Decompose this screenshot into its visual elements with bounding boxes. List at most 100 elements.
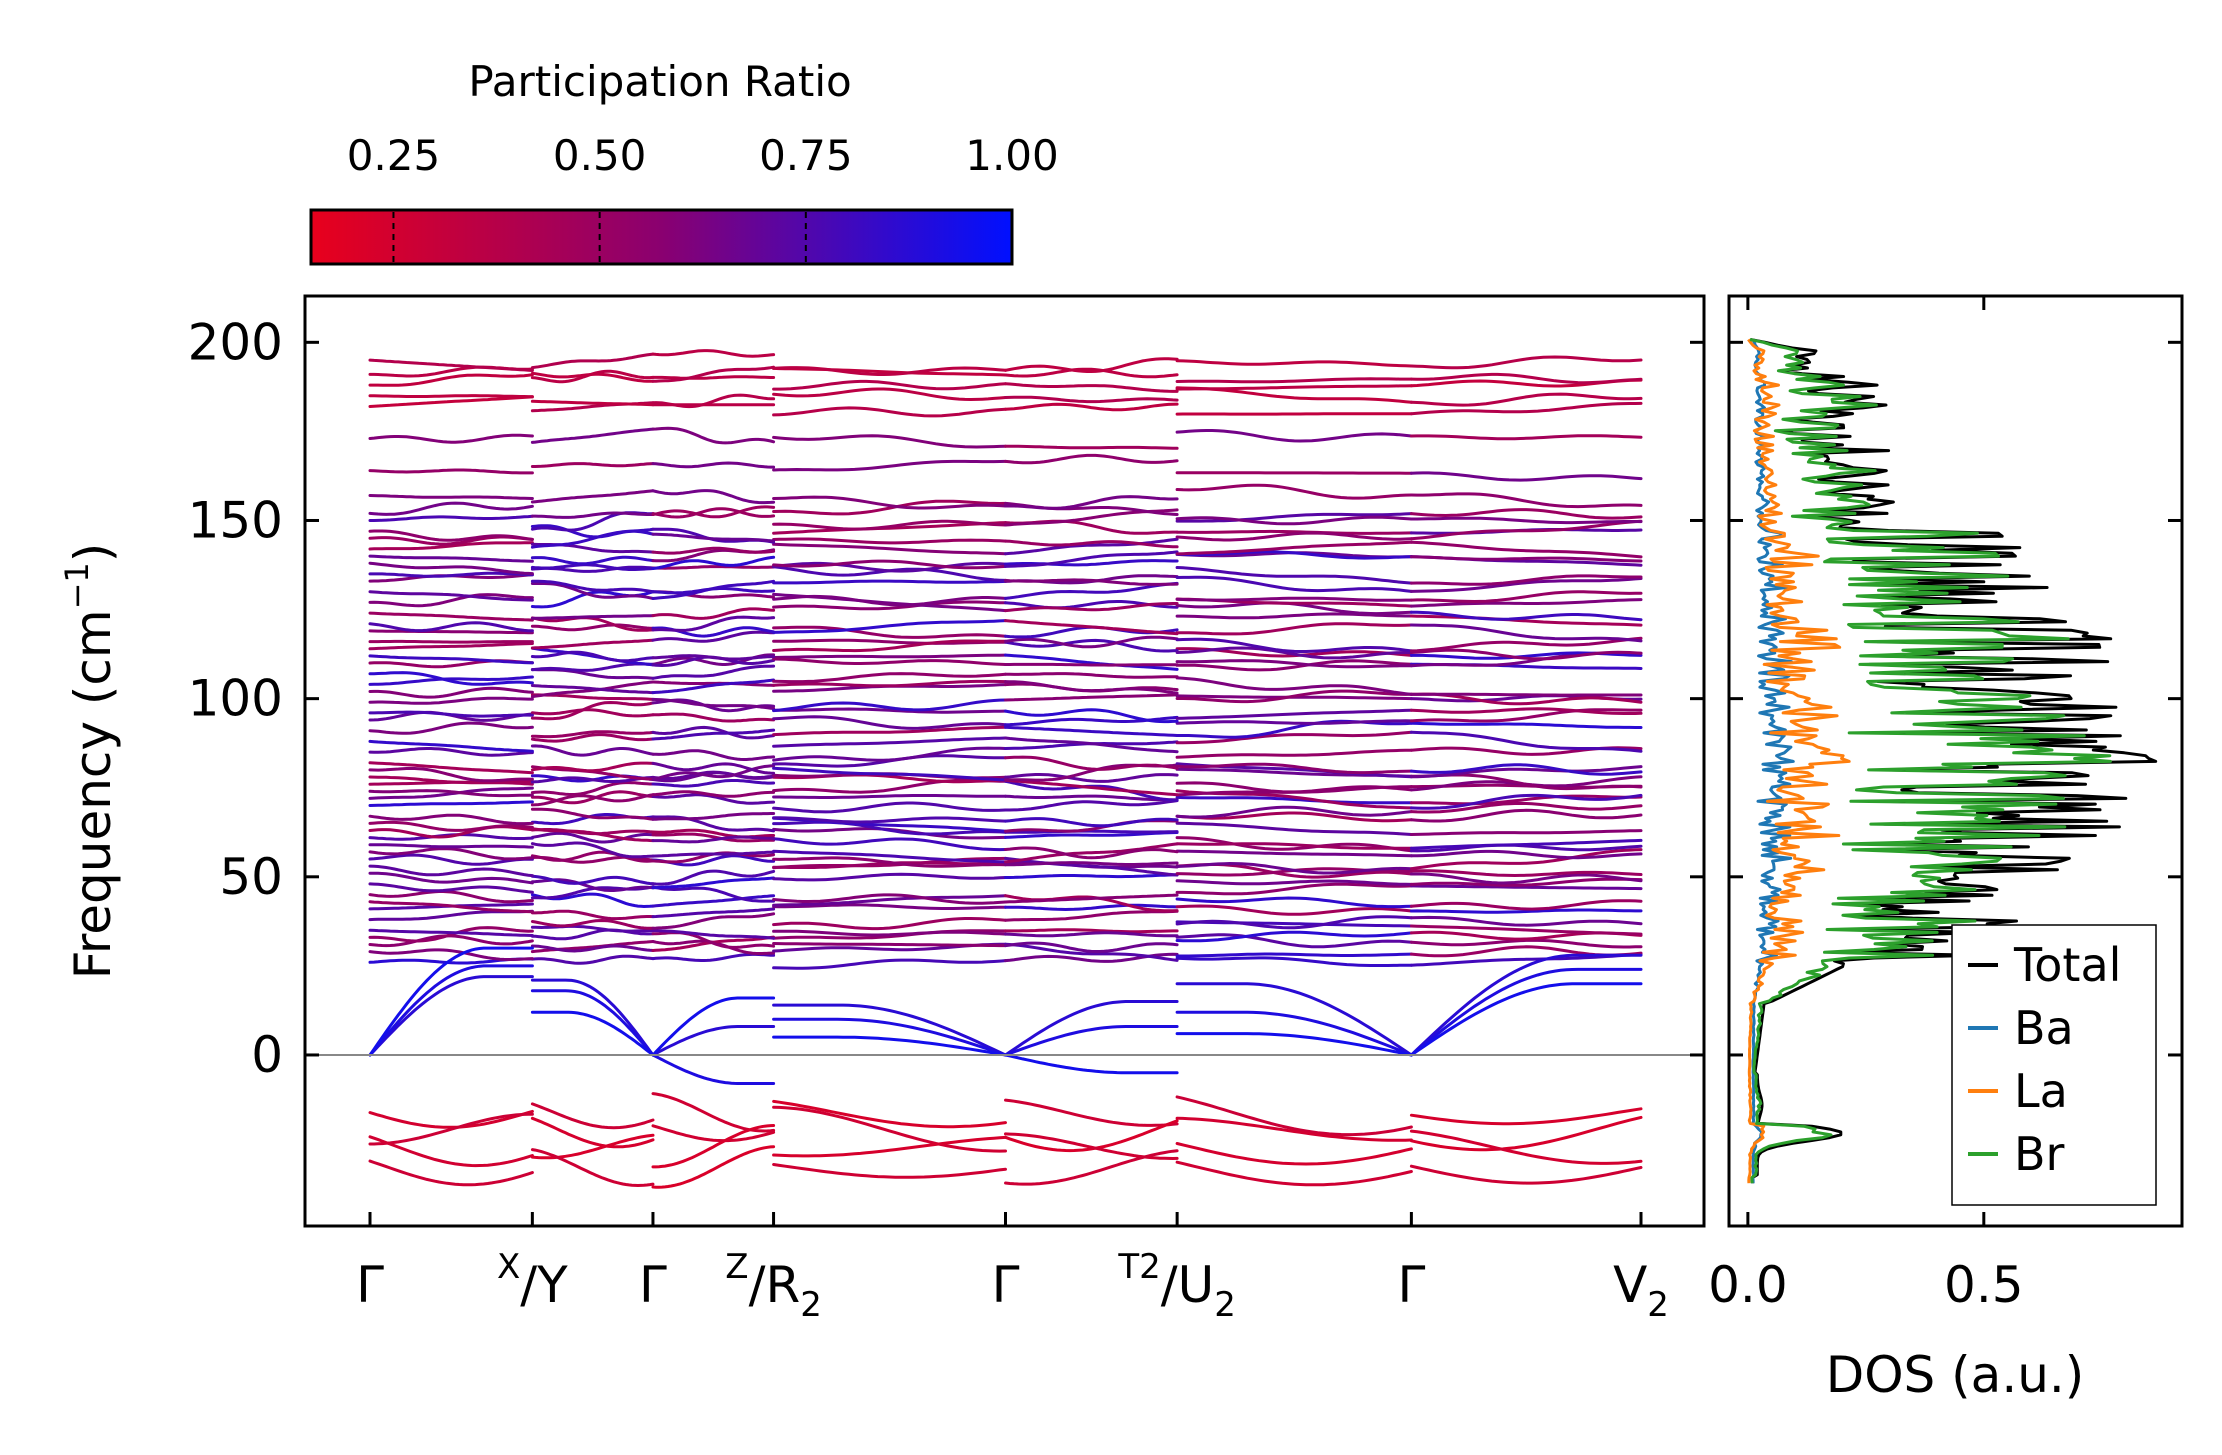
band-line [1004,928,1179,934]
band-line [1409,508,1643,520]
band-line [772,561,1007,573]
band-line [368,871,534,885]
band-line [1004,846,1179,860]
band-line [368,561,534,576]
dos-axes-frame [1727,294,2184,1228]
band-line [1004,931,1179,938]
band-line [1175,531,1413,542]
kpoint-label: T2/U2 [1117,1247,1236,1325]
band-line [1409,730,1643,753]
band-line [530,555,655,566]
band-line [772,872,1007,882]
band-line [772,619,1007,634]
band-line [772,698,1007,713]
band-line [772,559,1007,570]
band-line [651,749,776,761]
frequency-tick-label: 150 [188,491,283,549]
band-line [651,489,776,505]
imaginary-band-line [651,1124,776,1169]
imaginary-band-line [530,1102,655,1130]
band-line [530,511,655,519]
band-line [1409,577,1643,593]
band-line [1004,941,1179,953]
band-line [368,843,534,849]
band-line [772,639,1007,653]
band-line [530,831,655,844]
band-line [772,942,1007,948]
band-line [368,813,534,826]
band-line [1409,392,1643,407]
band-line [530,638,655,650]
band-line [772,366,1007,376]
band-line [368,433,534,444]
band-line [772,766,1007,782]
band-line [1004,357,1179,373]
band-line [651,546,776,555]
band-line [651,850,776,858]
band-line [772,579,1007,585]
band-line [530,684,655,695]
band-line [651,555,776,570]
band-line [772,893,1007,905]
imaginary-band-line [651,1092,776,1133]
band-line [1409,794,1643,806]
band-line [1175,659,1413,672]
band-line [1175,748,1413,759]
acoustic-band-line [772,1017,1007,1057]
band-line [1409,765,1643,779]
band-line [1004,773,1179,783]
dos-series-total [1750,338,2158,1184]
band-line [368,590,534,602]
band-line [530,662,655,672]
dos-legend: Total Ba La Br [1951,924,2157,1206]
imaginary-band-line [772,1099,1007,1129]
dos-tick-label: 0.5 [1944,1256,2024,1314]
band-line [1004,909,1179,922]
acoustic-band-line [368,975,534,1057]
band-line [368,675,534,686]
band-line [772,903,1007,910]
band-line [1175,515,1413,526]
dos-tick-label: 0.0 [1708,1256,1788,1314]
band-line [368,501,534,516]
band-line [772,917,1007,931]
band-line [1409,401,1643,416]
band-line [1409,908,1643,914]
frequency-tick-label: 0 [251,1026,283,1084]
band-line [1175,622,1413,636]
band-line [1004,550,1179,568]
band-line [1004,559,1179,567]
acoustic-band-line [651,996,776,1057]
band-line [368,928,534,937]
band-line [772,958,1007,970]
band-line [1175,730,1413,745]
band-line [368,739,534,753]
legend-frame [1951,924,2157,1206]
band-line [368,611,534,622]
band-line [1175,795,1413,805]
imaginary-band-line [1004,1098,1179,1127]
band-line [772,499,1007,516]
band-line [1175,762,1413,775]
acoustic-band-line [1004,1025,1179,1057]
band-line [1409,872,1643,885]
band-line [772,801,1007,814]
band-line [530,623,655,632]
band-line [530,646,655,667]
band-line [772,820,1007,836]
dos-series-br [1749,338,2112,1184]
legend-label-la: La [2014,1064,2068,1118]
band-lines [368,349,1643,1189]
band-line [1409,372,1643,385]
band-line [530,850,655,863]
band-line [368,494,534,500]
acoustic-band-line [1175,982,1413,1057]
band-line [1175,646,1413,660]
band-line [1409,793,1643,810]
dos-axis-title: DOS (a.u.) [1826,1346,2085,1404]
acoustic-band-line [651,1025,776,1057]
band-line [1175,529,1413,535]
band-line [530,733,655,743]
imaginary-band-line [1175,1095,1413,1137]
